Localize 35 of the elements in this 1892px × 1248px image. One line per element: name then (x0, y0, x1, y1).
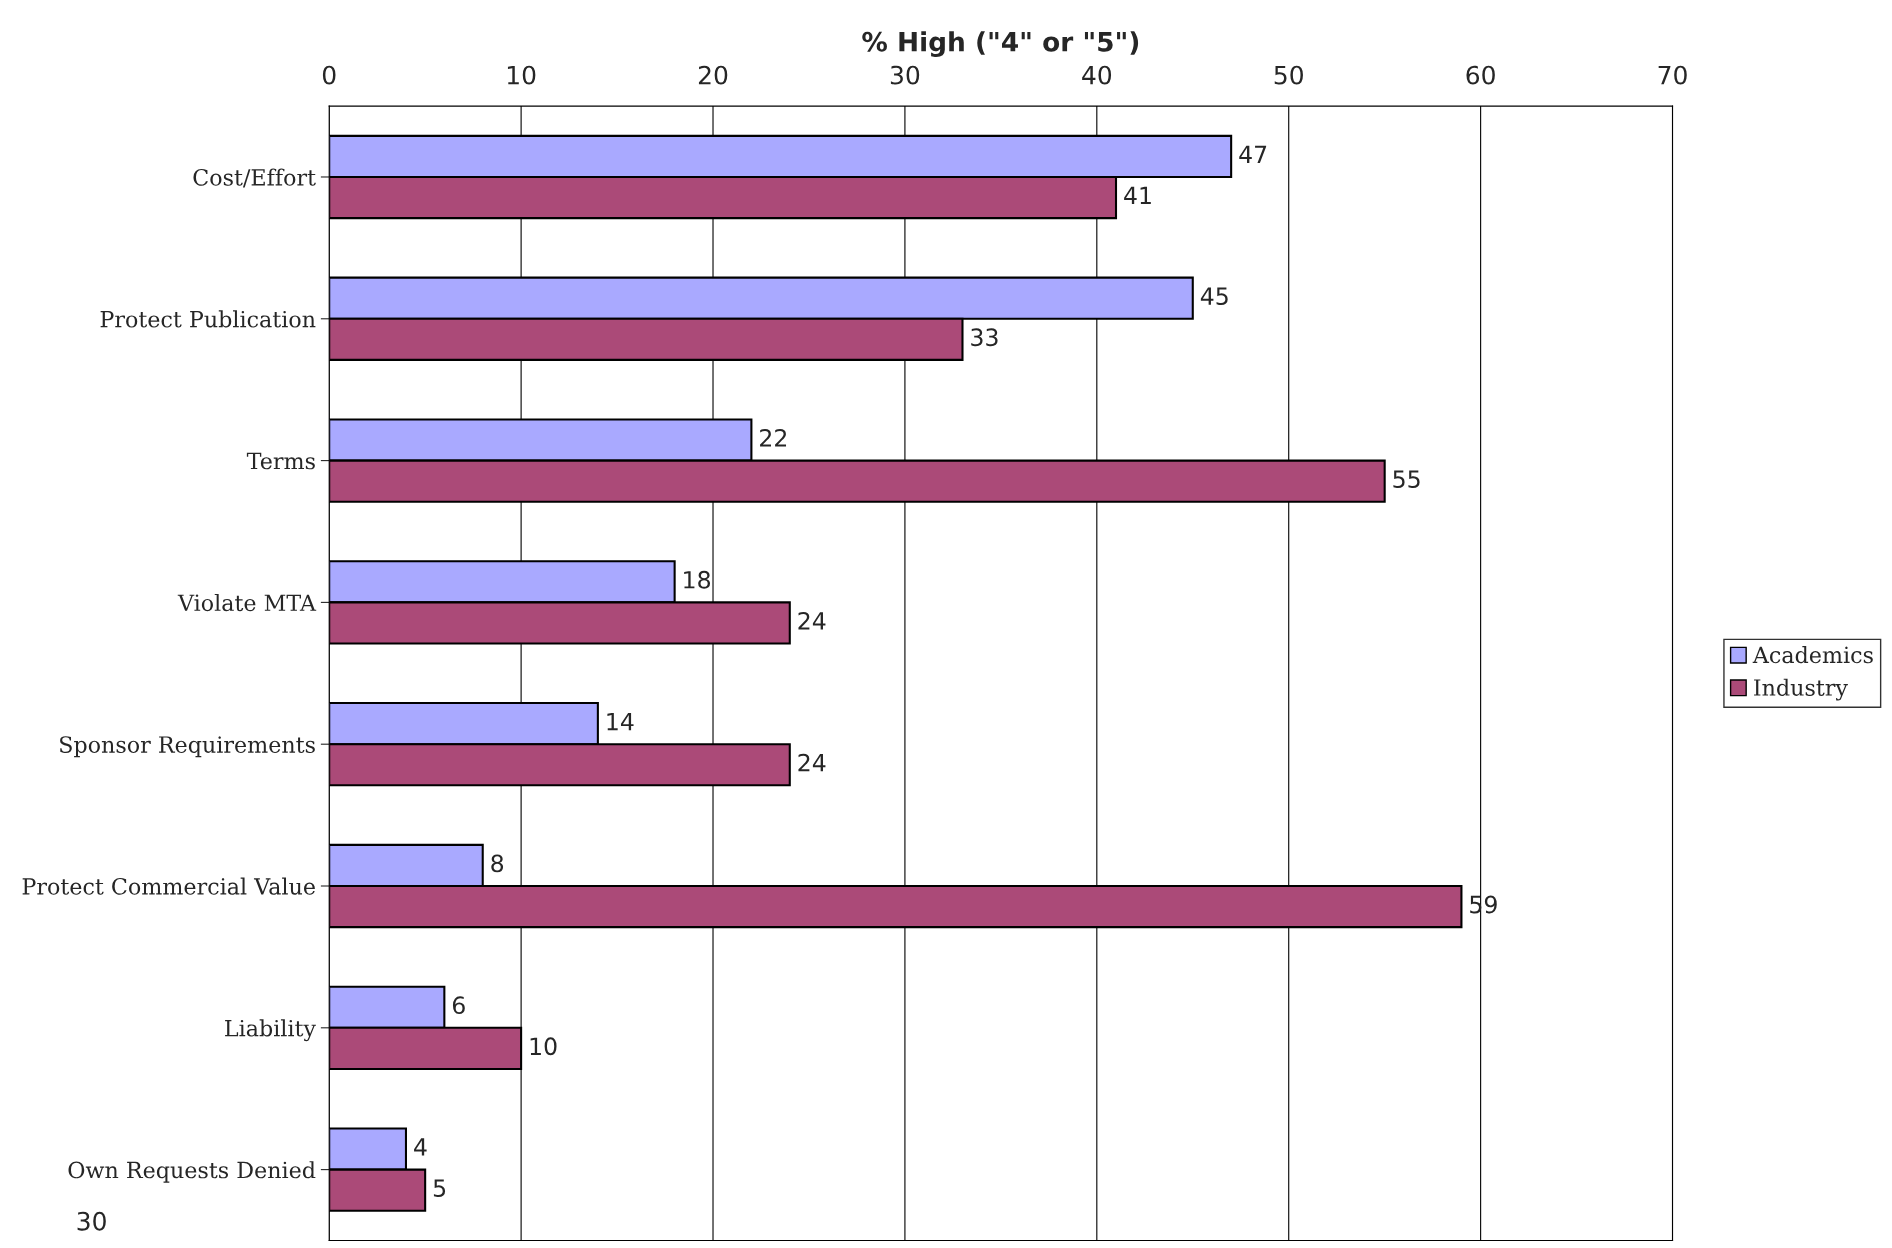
data-label: 33 (971, 328, 998, 347)
y-tick-label: Own Requests Denied (68, 1161, 316, 1183)
data-label: 8 (491, 854, 504, 873)
data-label: 55 (1393, 470, 1420, 488)
data-label: 6 (452, 996, 465, 1015)
x-tick-label: 10 (507, 65, 536, 85)
data-label: 45 (1200, 287, 1228, 306)
data-label: 41 (1124, 186, 1151, 205)
data-label: 4 (414, 1138, 427, 1156)
x-tick-label: 70 (1658, 65, 1687, 85)
y-tick-label: Cost/Effort (193, 168, 316, 188)
data-label: 10 (530, 1037, 557, 1056)
y-tick-label: Liability (225, 1019, 316, 1042)
data-label: 24 (798, 611, 826, 630)
x-tick-label: 40 (1082, 65, 1112, 85)
data-label: 47 (1239, 145, 1267, 163)
y-tick-label: Protect Publication (100, 310, 316, 328)
x-tick-label: 0 (322, 65, 336, 85)
x-axis-title: % High ("4" or "5") (862, 31, 1139, 58)
x-tick-label: 20 (698, 65, 728, 85)
y-tick-label: Terms (246, 452, 315, 470)
data-label: 14 (607, 712, 634, 731)
legend-label: Industry (1754, 678, 1848, 701)
y-tick-label: Violate MTA (177, 593, 317, 612)
x-tick-label: 50 (1274, 65, 1303, 85)
y-tick-label: Protect Commercial Value (22, 877, 315, 895)
text: 30 (77, 1211, 106, 1231)
y-tick-label: Sponsor Requirements (60, 736, 315, 758)
legend-label: Academics (1752, 646, 1873, 664)
x-tick-label: 60 (1466, 65, 1495, 85)
data-label: 5 (433, 1179, 446, 1198)
data-label: 22 (760, 429, 787, 447)
x-tick-label: 30 (890, 65, 920, 85)
data-label: 18 (684, 570, 711, 589)
data-label: 24 (798, 753, 826, 772)
